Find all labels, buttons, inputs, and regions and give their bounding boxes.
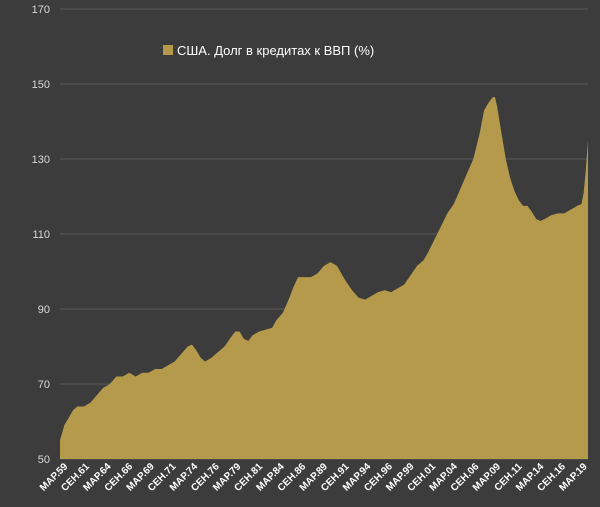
- y-tick-label: 110: [32, 229, 50, 241]
- y-axis: 50 70 90 110 130 150 170: [32, 4, 50, 466]
- legend-label: США. Долг в кредитах к ВВП (%): [177, 43, 374, 58]
- x-axis: МАР.59СЕН.61МАР.64СЕН.66МАР.69СЕН.71МАР.…: [38, 461, 590, 494]
- y-tick-label: 130: [32, 154, 50, 166]
- legend: США. Долг в кредитах к ВВП (%): [163, 43, 374, 58]
- area-series-debt-to-gdp: [60, 97, 588, 459]
- y-tick-label: 150: [32, 79, 50, 91]
- legend-swatch: [163, 45, 173, 55]
- y-tick-label: 170: [32, 4, 50, 16]
- y-tick-label: 90: [38, 304, 50, 316]
- y-tick-label: 50: [38, 454, 50, 466]
- y-tick-label: 70: [38, 379, 50, 391]
